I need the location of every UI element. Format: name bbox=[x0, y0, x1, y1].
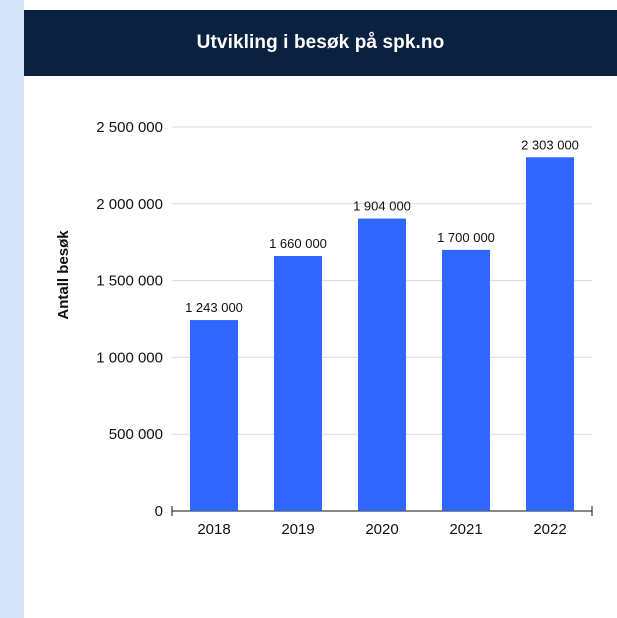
y-axis-label: Antall besøk bbox=[55, 230, 72, 320]
bar-2019 bbox=[274, 256, 322, 511]
data-label: 1 660 000 bbox=[269, 236, 327, 251]
data-label: 1 243 000 bbox=[185, 300, 243, 315]
y-tick-label: 1 500 000 bbox=[96, 273, 163, 290]
data-label: 1 904 000 bbox=[353, 199, 411, 214]
bar-2021 bbox=[442, 250, 490, 511]
y-tick-label: 1 000 000 bbox=[96, 349, 163, 366]
y-tick-label: 500 000 bbox=[109, 426, 163, 443]
y-tick-label: 2 500 000 bbox=[96, 119, 163, 136]
bar-2020 bbox=[358, 219, 406, 511]
x-tick-label: 2020 bbox=[365, 521, 398, 538]
y-axis-ticks: 0 500 000 1 000 000 1 500 000 2 000 000 2 500… bbox=[96, 119, 163, 520]
data-label: 1 700 000 bbox=[437, 230, 495, 245]
data-label: 2 303 000 bbox=[521, 137, 579, 152]
x-tick-label: 2019 bbox=[281, 521, 314, 538]
x-tick-label: 2021 bbox=[449, 521, 482, 538]
x-tick-label: 2022 bbox=[533, 521, 566, 538]
y-tick-label: 2 000 000 bbox=[96, 196, 163, 213]
bar-2018 bbox=[190, 320, 238, 511]
x-tick-label: 2018 bbox=[197, 521, 230, 538]
y-tick-label: 0 bbox=[155, 503, 163, 520]
bar-2022 bbox=[526, 157, 574, 511]
